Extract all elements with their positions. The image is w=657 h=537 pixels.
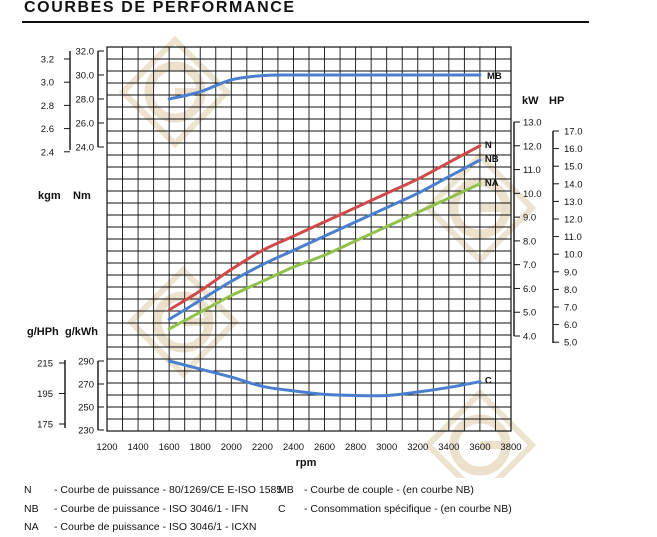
hp-tick-label: 6.0 [564,320,577,331]
hp-tick-label: 5.0 [564,338,577,349]
hp-tick-label: 17.0 [564,127,583,138]
nm-tick-label: 28.0 [76,95,95,106]
kw-tick-label: 10.0 [523,189,542,200]
legend-text: - Courbe de couple - (en courbe NB) [304,484,474,496]
chart-axes: 32.0 30.0 28.0 26.0 24.0 3.2 3.0 2.8 2.6 2.4 kgm Nm… [27,47,583,470]
gkwh-tick-label: 230 [78,426,94,437]
legend-text: - Courbe de puissance - 80/1269/CE E-ISO… [54,484,283,496]
kw-tick-label: 5.0 [523,308,536,319]
x-tick-label: 3800 [500,442,521,453]
chart-labels: MB N NB NA C [485,71,502,387]
title-divider [22,21,589,23]
hp-tick-label: 9.0 [564,267,577,278]
x-tick-label: 2800 [345,442,366,453]
x-tick-label: 1800 [190,442,211,453]
gkwh-tick-label: 290 [78,357,94,368]
legend-item-c: C - Consommation spécifique - (en courbe … [278,500,512,519]
kw-tick-label: 7.0 [523,260,536,271]
hp-axis-label: HP [549,95,564,107]
series-line-c [167,359,482,398]
kw-tick-label: 8.0 [523,236,536,247]
kw-axis-label: kW [522,95,539,107]
legend-code: NA [24,521,39,533]
legend-item-nb: NB - Courbe de puissance - ISO 3046/1 - I… [24,500,282,519]
legend-text: - Consommation spécifique - (en courbe N… [304,502,512,515]
kw-tick-label: 12.0 [523,141,542,152]
x-tick-label: 3400 [438,442,459,453]
x-tick-label: 2200 [252,442,273,453]
kgm-tick-label: 2.4 [41,147,54,158]
hp-tick-label: 10.0 [564,250,583,261]
kgm-tick-label: 2.6 [41,124,54,135]
legend-text: - Courbe de puissance - ISO 3046/1 - ICX… [54,521,257,533]
legend-code: NB [24,502,39,515]
x-tick-label: 1600 [159,442,180,453]
nm-axis-label: Nm [73,190,91,202]
series-label-na: NA [485,178,499,189]
series-label-mb: MB [487,71,502,82]
gkwh-tick-label: 250 [78,403,94,414]
kw-tick-label: 9.0 [523,213,536,224]
gkwh-tick-label: 270 [78,380,94,391]
kgm-tick-label: 3.2 [41,55,54,66]
watermark-logo-icon [126,265,240,379]
legend-item-na: NA - Courbe de puissance - ISO 3046/1 - I… [24,518,282,537]
gkwh-axis-label: g/kWh [65,326,98,338]
legend-code: MB [278,484,294,496]
hp-tick-label: 14.0 [564,179,583,190]
kgm-axis-label: kgm [38,190,61,202]
legend-text: - Courbe de puissance - ISO 3046/1 - IFN [54,502,249,515]
legend-item-mb: MB - Courbe de couple - (en courbe NB) [278,481,474,500]
series-label-c: C [485,376,492,387]
kgm-tick-label: 3.0 [41,78,54,89]
x-axis-label: rpm [296,457,317,469]
nm-tick-label: 24.0 [76,143,95,154]
ghph-tick-label: 215 [37,359,53,370]
ghph-axis-label: g/HPh [27,326,59,338]
x-tick-label: 2400 [283,442,304,453]
legend-code: C [278,502,286,515]
kw-tick-label: 4.0 [523,332,536,343]
series-line-na [167,182,482,331]
hp-tick-label: 16.0 [564,144,583,155]
x-tick-label: 3600 [469,442,490,453]
page-title: COURBES DE PERFORMANCE [24,0,296,16]
series-line-mb [167,73,482,101]
kw-tick-label: 11.0 [523,165,541,176]
kw-tick-label: 6.0 [523,284,536,295]
ghph-tick-label: 175 [37,420,53,431]
performance-chart: 32.0 30.0 28.0 26.0 24.0 3.2 3.0 2.8 2.6 2.4 kgm Nm… [27,35,583,478]
watermark-logo-icon [118,35,232,149]
series-line-nb [167,158,482,321]
x-tick-label: 3000 [376,442,397,453]
nm-tick-label: 26.0 [76,119,95,130]
x-tick-label: 2600 [314,442,335,453]
x-tick-label: 2000 [221,442,242,453]
chart-series [167,73,482,398]
series-line-n [167,144,482,312]
hp-tick-label: 7.0 [564,303,577,314]
hp-tick-label: 11.0 [564,232,582,243]
hp-tick-label: 15.0 [564,162,583,173]
x-tick-label: 1400 [128,442,149,453]
chart-grid [106,46,512,432]
x-tick-label: 1200 [96,442,117,453]
legend: N - Courbe de puissance - 80/1269/CE E-IS… [24,481,512,537]
x-tick-label: 3200 [407,442,428,453]
series-label-n: N [485,140,492,151]
kgm-tick-label: 2.8 [41,101,54,112]
nm-tick-label: 30.0 [76,71,95,82]
ghph-tick-label: 195 [37,389,53,400]
series-label-nb: NB [485,154,499,165]
hp-tick-label: 12.0 [564,215,583,226]
plot-frame [106,46,512,432]
legend-code: N [24,484,32,496]
hp-tick-label: 13.0 [564,197,583,208]
hp-tick-label: 8.0 [564,285,577,296]
legend-item-n: N - Courbe de puissance - 80/1269/CE E-IS… [24,481,282,500]
nm-tick-label: 32.0 [76,47,95,58]
kw-tick-label: 13.0 [523,118,542,129]
